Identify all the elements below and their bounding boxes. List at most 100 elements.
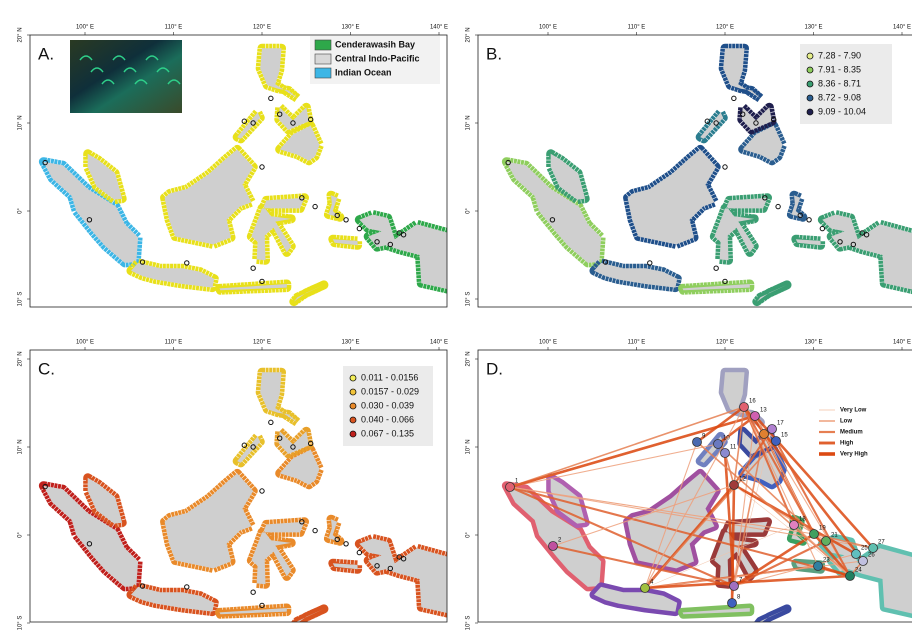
x-tick-label: 110° E [165, 25, 183, 31]
legend-label: Low [840, 419, 852, 425]
x-tick-label: 100° E [76, 340, 94, 346]
land [506, 485, 602, 587]
photo-detail [123, 67, 137, 73]
connection [813, 533, 874, 549]
x-tick-label: 100° E [539, 340, 557, 346]
sample-site [400, 556, 407, 562]
panel-label: A. [38, 44, 54, 63]
sample-site [259, 278, 265, 285]
y-tick-label: 10° N [466, 115, 472, 130]
node-label: 13 [760, 408, 767, 414]
sample-site [250, 589, 256, 595]
connection [644, 406, 745, 589]
panel-label: B. [486, 44, 502, 63]
connection [817, 564, 851, 578]
sample-site [241, 118, 248, 124]
sample-site [387, 241, 394, 248]
y-tick-label: 10° N [18, 439, 24, 454]
node [727, 598, 737, 608]
connection [813, 533, 851, 577]
sample-site [713, 265, 719, 271]
land [219, 608, 287, 615]
legend-marker [806, 108, 814, 116]
land [759, 608, 787, 622]
legend-box [343, 366, 433, 446]
land [550, 153, 586, 200]
sample-site [647, 260, 653, 266]
sample-site [299, 195, 305, 201]
land [791, 195, 803, 218]
photo-detail [134, 79, 148, 85]
panel-frame [29, 34, 448, 308]
legend-marker [806, 80, 814, 88]
legend-swatch [314, 39, 332, 51]
node-label: 8 [737, 595, 741, 601]
sample-site [290, 120, 296, 126]
sample-site [86, 541, 93, 547]
node-label: 18 [799, 517, 806, 523]
legend-marker [806, 66, 814, 74]
x-tick-label: 130° E [341, 25, 359, 31]
legend-marker [806, 52, 814, 60]
land [332, 563, 358, 570]
y-tick-label: 10° S [18, 292, 24, 307]
y-tick-label: 0° [466, 208, 472, 214]
sample-site [770, 116, 777, 123]
sample-site [806, 217, 812, 223]
photo-detail [79, 55, 93, 61]
legend-label: 0.0157 - 0.029 [361, 386, 419, 396]
connection [552, 544, 735, 588]
map-panel: 100° E 110° E 120° E 130° E 140° E 20° N 10° N… [18, 25, 448, 308]
y-tick-label: 10° S [18, 616, 24, 631]
node [720, 448, 730, 458]
x-tick-label: 140° E [430, 340, 448, 346]
node [771, 436, 781, 446]
land [328, 519, 340, 542]
sample-site [753, 120, 759, 126]
node [809, 529, 819, 539]
land [682, 608, 750, 615]
connection [644, 440, 777, 589]
x-tick-label: 120° E [253, 340, 271, 346]
land [328, 195, 340, 218]
legend-label: Central Indo-Pacific [335, 53, 420, 63]
x-tick-label: 130° E [804, 25, 822, 31]
sample-site [250, 265, 256, 271]
sample-site [307, 116, 314, 123]
x-tick-label: 140° E [893, 340, 911, 346]
node-label: 7 [739, 578, 743, 584]
node [789, 520, 799, 530]
land [279, 125, 320, 161]
sample-site [762, 195, 768, 201]
sample-site [268, 95, 274, 102]
legend-label: 0.067 - 0.135 [361, 428, 414, 438]
legend-label: Very Low [840, 408, 867, 414]
node [813, 561, 823, 571]
sample-site [241, 442, 248, 448]
sample-site [731, 95, 737, 102]
connection [775, 440, 851, 577]
sample-site [312, 203, 318, 210]
sample-site [713, 120, 719, 126]
node [845, 571, 855, 581]
node-label: 21 [831, 533, 838, 539]
sample-site [396, 230, 402, 236]
connection [509, 486, 815, 535]
node-label: 23 [823, 558, 830, 564]
panel-label: C. [38, 359, 55, 378]
x-tick-label: 140° E [430, 25, 448, 31]
sample-site [250, 444, 256, 450]
x-tick-label: 120° E [716, 25, 734, 31]
sample-site [740, 111, 746, 117]
connection [724, 452, 735, 486]
land [251, 521, 305, 585]
sample-site [356, 225, 363, 232]
photo-detail [156, 67, 170, 73]
node-label: 25 [861, 546, 868, 552]
land [237, 112, 261, 139]
sample-site [277, 435, 283, 441]
legend-label: Very High [840, 452, 868, 458]
legend-label: 9.09 - 10.04 [818, 106, 866, 116]
y-tick-label: 10° N [18, 115, 24, 130]
node [868, 543, 878, 553]
